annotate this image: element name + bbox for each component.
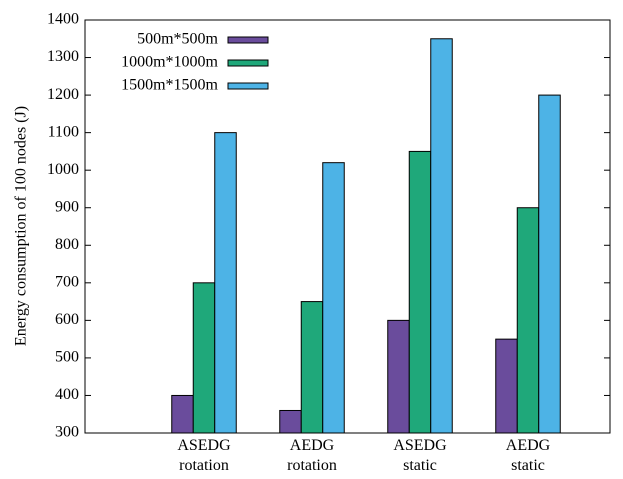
y-tick-label: 400 xyxy=(55,386,79,403)
y-tick-label: 300 xyxy=(55,424,79,441)
y-tick-label: 500 xyxy=(55,349,79,366)
bar xyxy=(192,282,216,434)
bar xyxy=(279,409,302,434)
x-tick-label: ASEDG rotation xyxy=(177,437,231,474)
legend-label: 1000m*1000m xyxy=(121,54,218,71)
legend-label: 500m*500m xyxy=(137,31,218,48)
bar xyxy=(430,38,453,434)
y-tick-label: 700 xyxy=(55,273,79,290)
bar xyxy=(300,301,324,434)
x-tick-label: AEDG rotation xyxy=(287,437,337,474)
y-tick-label: 1200 xyxy=(47,86,79,103)
plot-frame xyxy=(84,19,611,434)
legend-swatch xyxy=(227,59,269,67)
bar xyxy=(387,319,410,434)
y-tick-label: 900 xyxy=(55,198,79,215)
bar xyxy=(538,94,561,434)
y-tick-label: 1100 xyxy=(48,123,79,140)
y-tick-label: 800 xyxy=(55,236,79,253)
y-tick-label: 1300 xyxy=(47,48,79,65)
bar xyxy=(516,207,540,434)
bar xyxy=(408,150,432,434)
bar xyxy=(171,394,194,434)
legend-swatch xyxy=(227,82,269,90)
legend-swatch xyxy=(227,36,269,44)
x-tick-label: ASEDG static xyxy=(393,437,447,474)
bar xyxy=(322,162,345,434)
y-tick-label: 1400 xyxy=(47,11,79,28)
legend-label: 1500m*1500m xyxy=(121,77,218,94)
bar xyxy=(214,132,237,434)
bar xyxy=(495,338,518,434)
x-tick-label: AEDG static xyxy=(505,437,551,474)
y-tick-label: 1000 xyxy=(47,161,79,178)
y-axis-label: Energy consumption of 100 nodes (J) xyxy=(13,106,30,346)
y-tick-label: 600 xyxy=(55,311,79,328)
